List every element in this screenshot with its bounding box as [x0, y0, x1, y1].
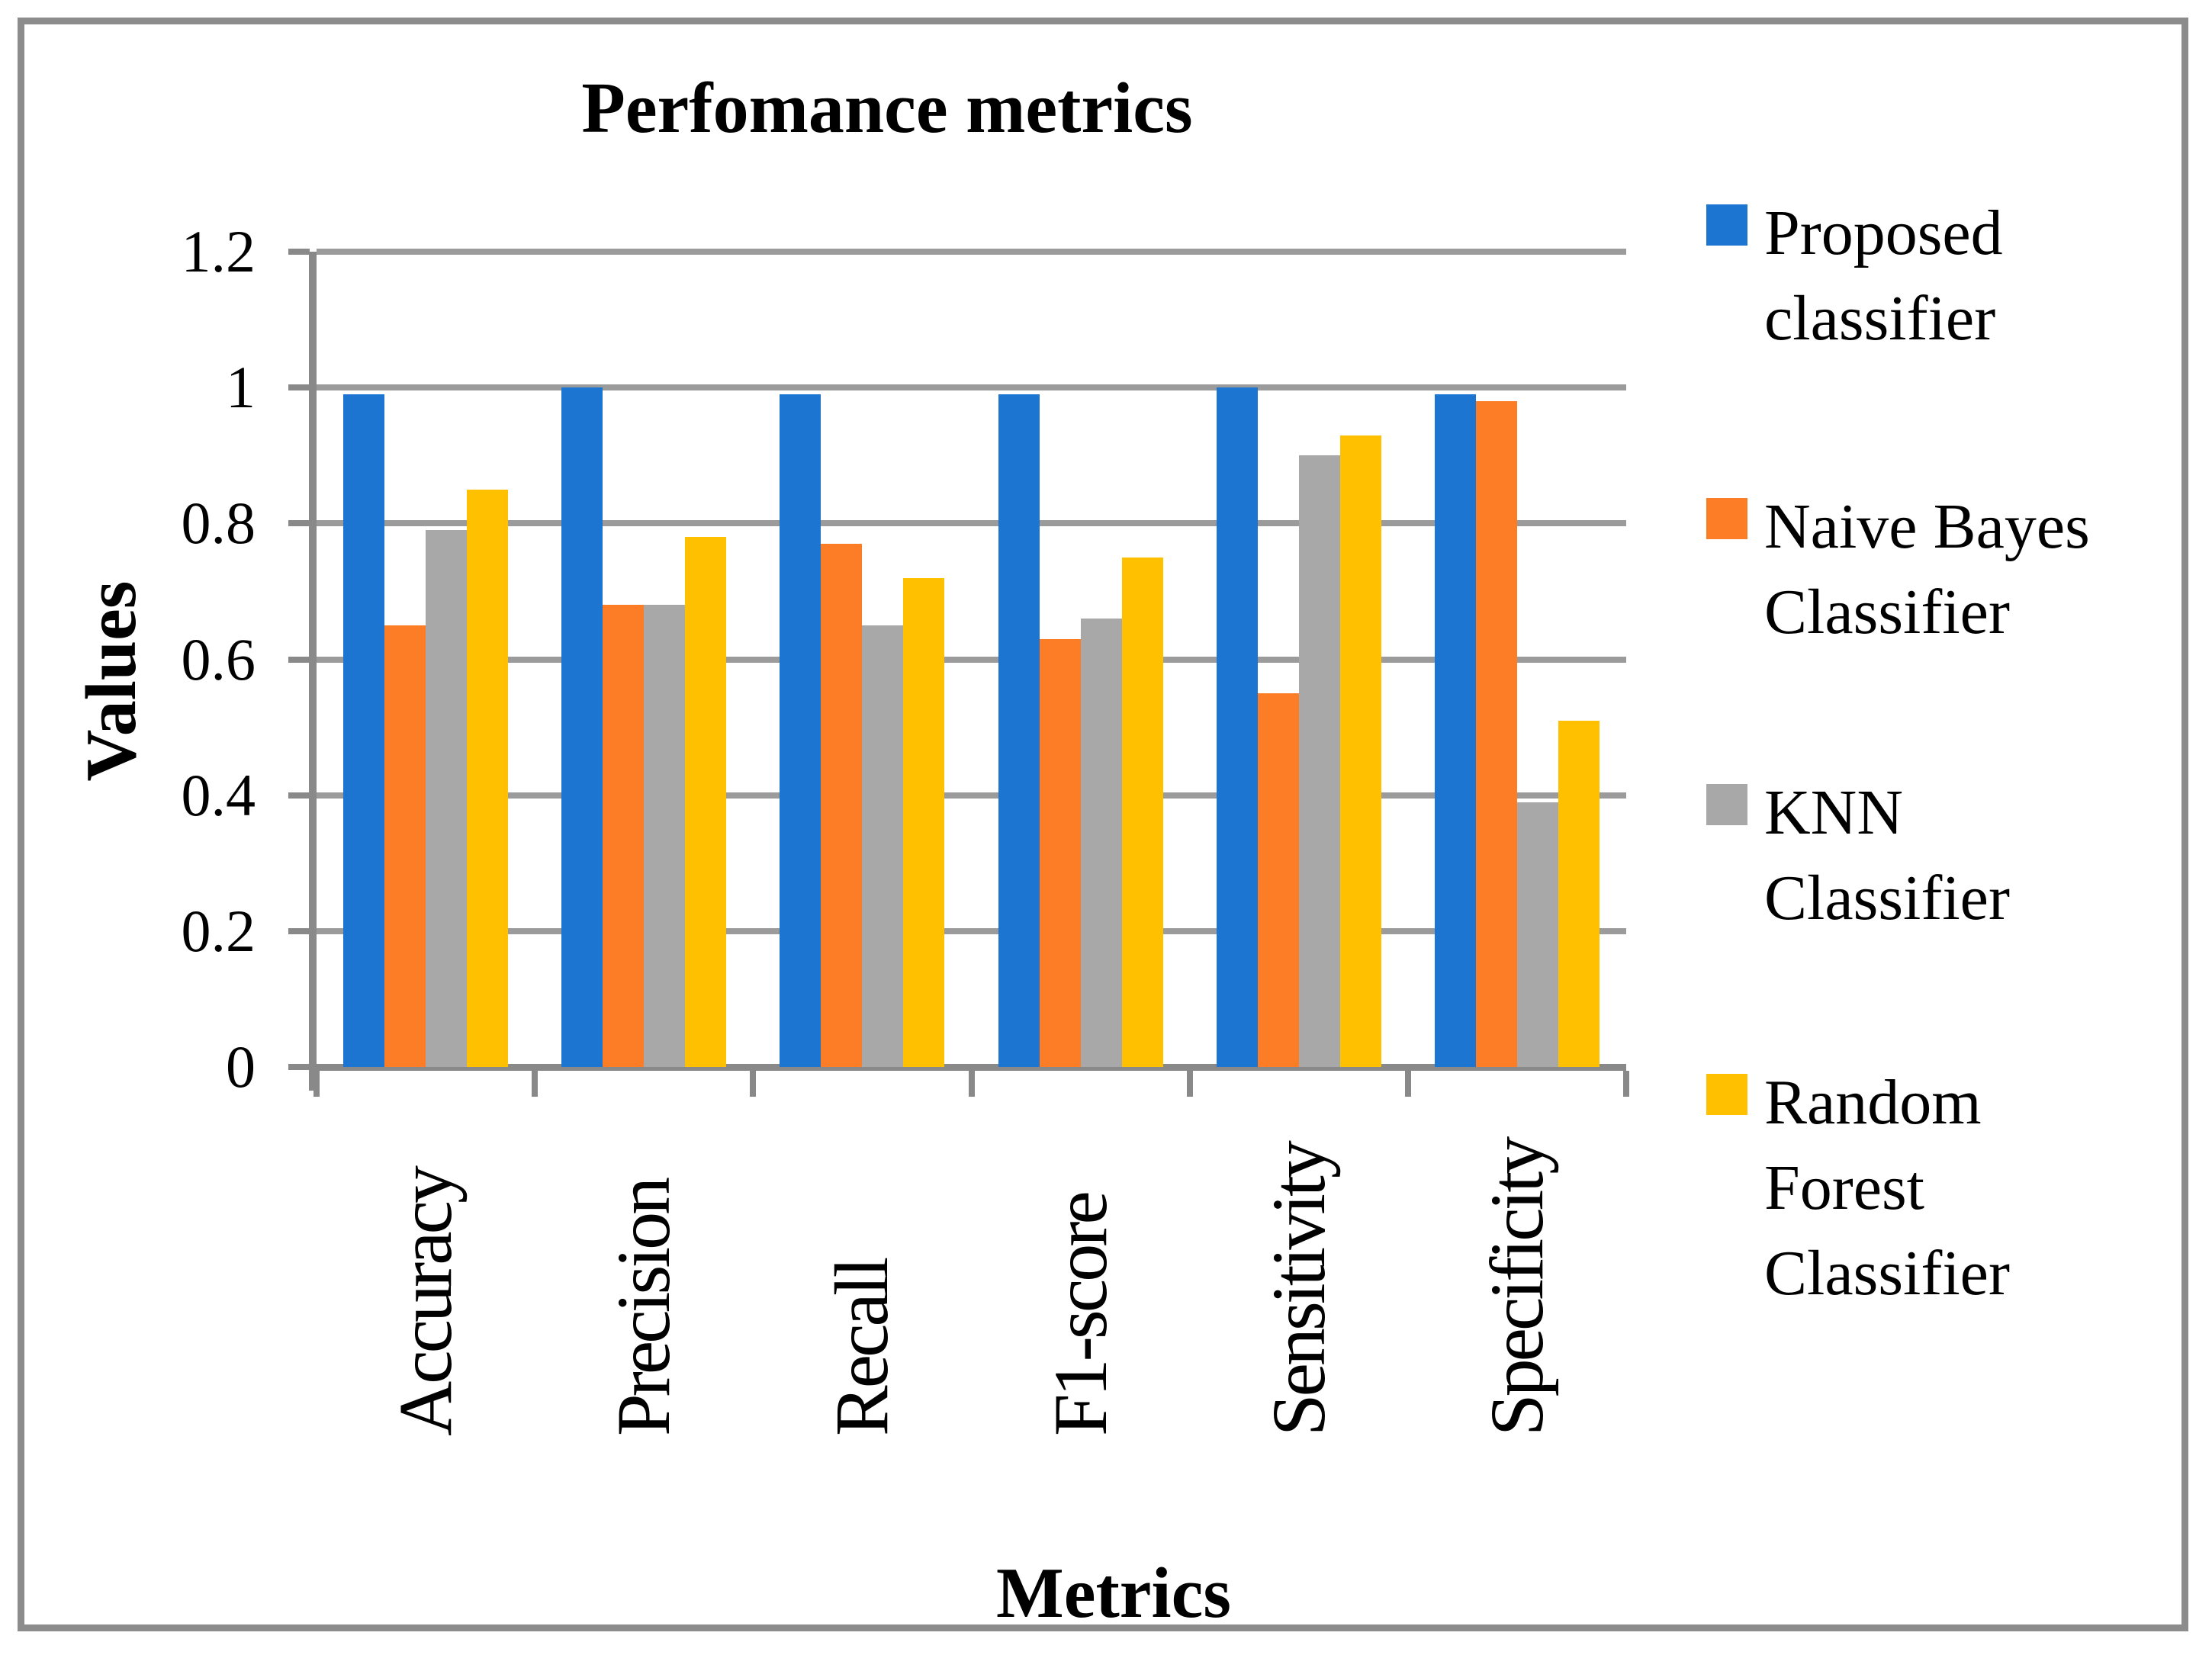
bar-proposed-classifier-specificity [1434, 394, 1476, 1067]
y-axis-tick [288, 384, 310, 391]
bar-proposed-classifier-accuracy [343, 394, 384, 1067]
legend-item-knn-classifier: KNN Classifier [1706, 770, 2207, 941]
x-axis-tick [968, 1071, 975, 1097]
legend-label: Random Forest Classifier [1764, 1067, 2010, 1309]
bar-proposed-classifier-sensitivity [1216, 387, 1258, 1067]
y-tick-label: 0 [226, 1033, 256, 1100]
bar-naive-bayes-classifier-sensitivity [1257, 693, 1299, 1067]
bar-random-forest-classifier-recall [903, 577, 945, 1067]
category-label-precision: Precision [601, 1179, 686, 1436]
x-axis-tick [1404, 1071, 1411, 1097]
x-axis-line [309, 1064, 1626, 1071]
gridline [317, 520, 1626, 527]
plot-area [317, 249, 1626, 1067]
bar-knn-classifier-precision [644, 605, 686, 1067]
x-axis-title: Metrics [996, 1554, 1231, 1633]
bar-naive-bayes-classifier-specificity [1475, 400, 1517, 1067]
bar-naive-bayes-classifier-f1-score [1039, 638, 1081, 1067]
y-axis-tick [288, 249, 310, 255]
bar-knn-classifier-accuracy [426, 530, 467, 1067]
x-axis-tick [750, 1071, 757, 1097]
bar-random-forest-classifier-sensitivity [1339, 435, 1381, 1067]
bar-proposed-classifier-f1-score [998, 394, 1040, 1067]
legend-item-random-forest-classifier: Random Forest Classifier [1706, 1060, 2207, 1316]
gridline [317, 656, 1626, 663]
legend-item-proposed-classifier: Proposed classifier [1706, 191, 2207, 362]
category-label-f1-score: F1-score [1037, 1194, 1123, 1436]
bar-random-forest-classifier-f1-score [1121, 557, 1163, 1067]
y-tick-label: 0.4 [181, 761, 256, 828]
y-axis-tick [288, 656, 310, 663]
x-axis-tick [1623, 1071, 1629, 1097]
gridline [317, 249, 1626, 255]
bar-proposed-classifier-precision [561, 387, 603, 1067]
legend-item-naive-bayes-classifier: Naive Bayes Classifier [1706, 484, 2207, 655]
y-axis-tick [288, 927, 310, 934]
gridline [317, 927, 1626, 934]
bar-knn-classifier-f1-score [1080, 619, 1122, 1067]
category-label-accuracy: Accuracy [383, 1168, 468, 1436]
gridline [317, 792, 1626, 799]
legend-swatch [1706, 204, 1747, 246]
bar-random-forest-classifier-precision [685, 537, 727, 1067]
gridline [317, 384, 1626, 391]
x-axis-tick [1186, 1071, 1193, 1097]
x-axis-tick [313, 1071, 320, 1097]
bar-naive-bayes-classifier-accuracy [384, 625, 426, 1067]
y-tick-label: 1 [226, 354, 256, 421]
bar-knn-classifier-specificity [1516, 802, 1558, 1067]
legend-swatch [1706, 784, 1747, 825]
category-label-specificity: Specificity [1474, 1139, 1559, 1436]
y-tick-label: 0.2 [181, 897, 256, 964]
category-label-recall: Recall [819, 1259, 905, 1436]
bar-random-forest-classifier-specificity [1558, 720, 1600, 1067]
y-axis-tick [288, 792, 310, 799]
bar-proposed-classifier-recall [780, 394, 821, 1067]
chart-title: Perfomance metrics [581, 69, 1193, 148]
figure-border [18, 18, 2188, 1631]
legend-label: Naive Bayes Classifier [1764, 491, 2090, 648]
legend-swatch [1706, 1074, 1747, 1115]
y-axis-tick [288, 1064, 310, 1070]
category-label-sensitivity: Sensitivity [1256, 1143, 1341, 1436]
y-axis-tick [288, 520, 310, 527]
legend-swatch [1706, 498, 1747, 539]
y-tick-label: 0.8 [181, 490, 256, 557]
y-tick-label: 1.2 [181, 218, 256, 284]
bar-naive-bayes-classifier-recall [821, 544, 863, 1067]
legend-label: Proposed classifier [1764, 198, 2003, 354]
bar-random-forest-classifier-accuracy [467, 489, 508, 1067]
bar-knn-classifier-recall [862, 625, 904, 1067]
y-axis-line [309, 252, 317, 1091]
x-axis-tick [532, 1071, 539, 1097]
legend-label: KNN Classifier [1764, 777, 2010, 934]
bar-knn-classifier-sensitivity [1298, 455, 1340, 1067]
y-tick-label: 0.6 [181, 625, 256, 693]
bar-naive-bayes-classifier-precision [603, 605, 645, 1067]
